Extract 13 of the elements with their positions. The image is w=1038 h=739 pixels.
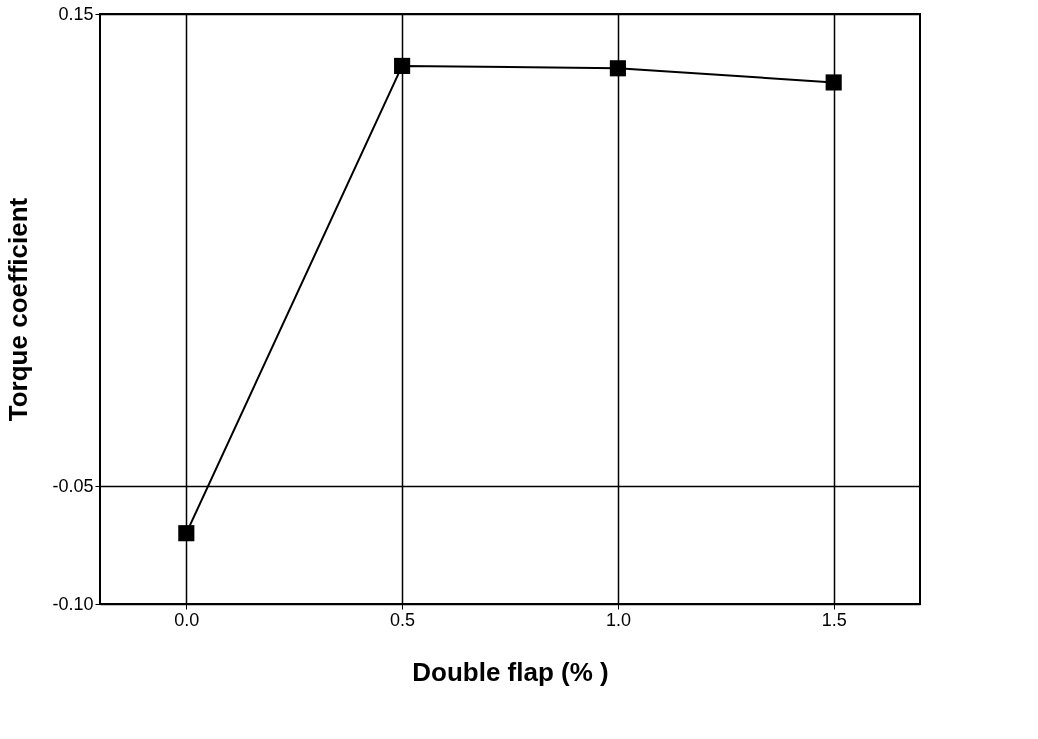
y-axis-title: Torque coefficient [3,197,34,422]
point [178,525,195,542]
x-tick-label: 1.0 [605,609,631,630]
x-tick-label: 0.0 [174,609,200,630]
x-tick-label: 1.5 [821,609,847,630]
y-tick-label: 0.15 [58,3,94,24]
point [394,57,411,74]
point [825,74,842,91]
x-tick-label: 0.5 [390,609,416,630]
y-tick-label: -0.05 [52,475,94,496]
y-tick-label: -0.10 [52,593,94,614]
x-axis-title: Double flap (% ) [412,656,609,687]
point [609,60,626,77]
